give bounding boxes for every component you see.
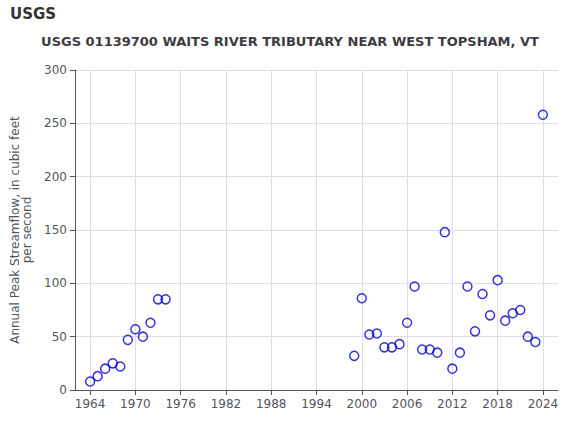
svg-text:2000: 2000 — [347, 397, 378, 411]
svg-text:250: 250 — [44, 116, 67, 130]
svg-text:1964: 1964 — [75, 397, 106, 411]
svg-text:2006: 2006 — [392, 397, 423, 411]
svg-text:1976: 1976 — [165, 397, 196, 411]
svg-text:Annual Peak Streamflow, in cub: Annual Peak Streamflow, in cubic feet — [8, 116, 22, 344]
svg-text:1970: 1970 — [120, 397, 151, 411]
svg-text:300: 300 — [44, 63, 67, 77]
svg-text:0: 0 — [59, 383, 67, 397]
svg-text:2012: 2012 — [437, 397, 468, 411]
svg-text:50: 50 — [52, 330, 67, 344]
svg-text:1994: 1994 — [301, 397, 332, 411]
svg-text:2024: 2024 — [528, 397, 559, 411]
svg-text:1982: 1982 — [211, 397, 242, 411]
svg-text:2018: 2018 — [482, 397, 513, 411]
svg-text:USGS 01139700 WAITS RIVER TRIB: USGS 01139700 WAITS RIVER TRIBUTARY NEAR… — [41, 34, 539, 49]
svg-text:1988: 1988 — [256, 397, 287, 411]
svg-text:100: 100 — [44, 276, 67, 290]
svg-text:per second: per second — [20, 197, 34, 264]
svg-text:USGS: USGS — [10, 5, 56, 23]
svg-text:150: 150 — [44, 223, 67, 237]
svg-text:200: 200 — [44, 170, 67, 184]
